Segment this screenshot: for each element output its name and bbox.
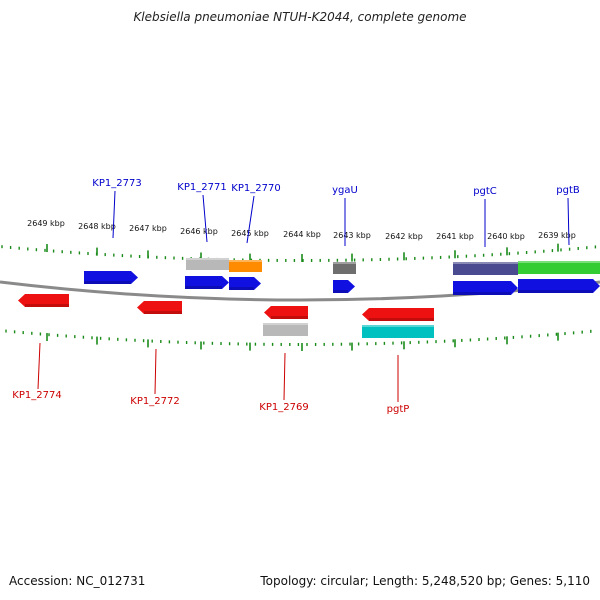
reverse-gene-label: KP1_2769 bbox=[259, 402, 308, 413]
cog-block-highlight bbox=[333, 262, 356, 264]
cog-block-highlight bbox=[518, 261, 600, 263]
cog-block bbox=[333, 262, 356, 274]
gene-labels: KP1_2773 KP1_2771 KP1_2770 ygaU pgtC pgtB KP1_… bbox=[12, 178, 580, 415]
forward-gene-arrow-shade bbox=[333, 290, 348, 293]
reverse-gene-leader bbox=[283, 352, 286, 401]
forward-gene-arrow bbox=[333, 280, 355, 293]
scale-labels: 2649 kbp 2648 kbp 2647 kbp 2646 kbp 2645 kbp… bbox=[27, 219, 576, 241]
forward-gene-arrow-shade bbox=[229, 287, 254, 290]
reverse-gene-arrow-shade bbox=[25, 304, 69, 307]
forward-gene-arrow bbox=[84, 271, 138, 284]
cog-block-highlight bbox=[263, 323, 308, 325]
forward-gene-label: pgtC bbox=[473, 186, 497, 197]
reverse-gene-label: KP1_2772 bbox=[130, 396, 179, 407]
cog-block bbox=[362, 325, 434, 338]
forward-gene-arrow-shade bbox=[518, 290, 593, 293]
forward-gene-arrow-shade bbox=[84, 281, 131, 284]
cog-block bbox=[229, 260, 262, 272]
outer-scale-ticks bbox=[1, 243, 597, 262]
scale-label: 2642 kbp bbox=[385, 232, 423, 241]
scale-label: 2645 kbp bbox=[231, 229, 269, 238]
scale-label: 2647 kbp bbox=[129, 224, 167, 233]
forward-gene-label: pgtB bbox=[556, 185, 580, 196]
reverse-gene-arrow bbox=[264, 306, 308, 319]
scale-label: 2639 kbp bbox=[538, 231, 576, 240]
forward-gene-arrow bbox=[185, 276, 229, 289]
forward-gene-arrow bbox=[518, 279, 600, 293]
reverse-gene-label: pgtP bbox=[387, 404, 410, 415]
forward-gene-leader bbox=[202, 194, 208, 243]
genome-title: Klebsiella pneumoniae NTUH-K2044, comple… bbox=[133, 10, 467, 24]
scale-label: 2643 kbp bbox=[333, 231, 371, 240]
scale-label: 2649 kbp bbox=[27, 219, 65, 228]
reverse-gene-arrow-shade bbox=[369, 318, 434, 321]
reverse-gene-leader bbox=[37, 342, 41, 390]
reverse-gene-arrow bbox=[362, 308, 434, 321]
forward-gene-arrow bbox=[453, 281, 518, 295]
genome-backbone bbox=[0, 280, 600, 302]
forward-gene-arrow-shade bbox=[453, 292, 511, 295]
forward-gene-arrow-shade bbox=[185, 286, 222, 289]
scale-label: 2648 kbp bbox=[78, 222, 116, 231]
reverse-gene-arrow-shade bbox=[271, 316, 308, 319]
cog-block-highlight bbox=[186, 258, 229, 260]
forward-gene-label: KP1_2771 bbox=[177, 182, 226, 193]
cog-block-highlight bbox=[362, 325, 434, 327]
forward-gene-label: KP1_2773 bbox=[92, 178, 141, 189]
genome-summary-text: Topology: circular; Length: 5,248,520 bp… bbox=[260, 574, 590, 588]
forward-gene-leader bbox=[567, 197, 570, 246]
gene-features bbox=[18, 271, 600, 321]
forward-gene-label: KP1_2770 bbox=[231, 183, 280, 194]
forward-gene-arrow bbox=[229, 277, 261, 290]
cog-block-highlight bbox=[453, 262, 518, 264]
forward-gene-leader bbox=[246, 195, 255, 244]
scale-label: 2640 kbp bbox=[487, 232, 525, 241]
reverse-gene-label: KP1_2774 bbox=[12, 390, 61, 401]
accession-text: Accession: NC_012731 bbox=[9, 574, 146, 588]
cog-block bbox=[263, 323, 308, 336]
reverse-gene-leader bbox=[154, 348, 157, 395]
scale-label: 2641 kbp bbox=[436, 232, 474, 241]
scale-label: 2646 kbp bbox=[180, 227, 218, 236]
cog-block-highlight bbox=[229, 260, 262, 262]
cog-block bbox=[453, 262, 518, 275]
scale-label: 2644 kbp bbox=[283, 230, 321, 239]
reverse-gene-arrow-shade bbox=[144, 311, 182, 314]
inner-scale-ticks bbox=[5, 329, 592, 351]
cog-block bbox=[186, 258, 229, 270]
forward-gene-leader bbox=[112, 190, 116, 239]
cog-blocks bbox=[186, 258, 600, 338]
cog-block bbox=[518, 261, 600, 274]
reverse-gene-arrow bbox=[18, 294, 69, 307]
reverse-gene-arrow bbox=[137, 301, 182, 314]
forward-gene-label: ygaU bbox=[332, 185, 358, 196]
